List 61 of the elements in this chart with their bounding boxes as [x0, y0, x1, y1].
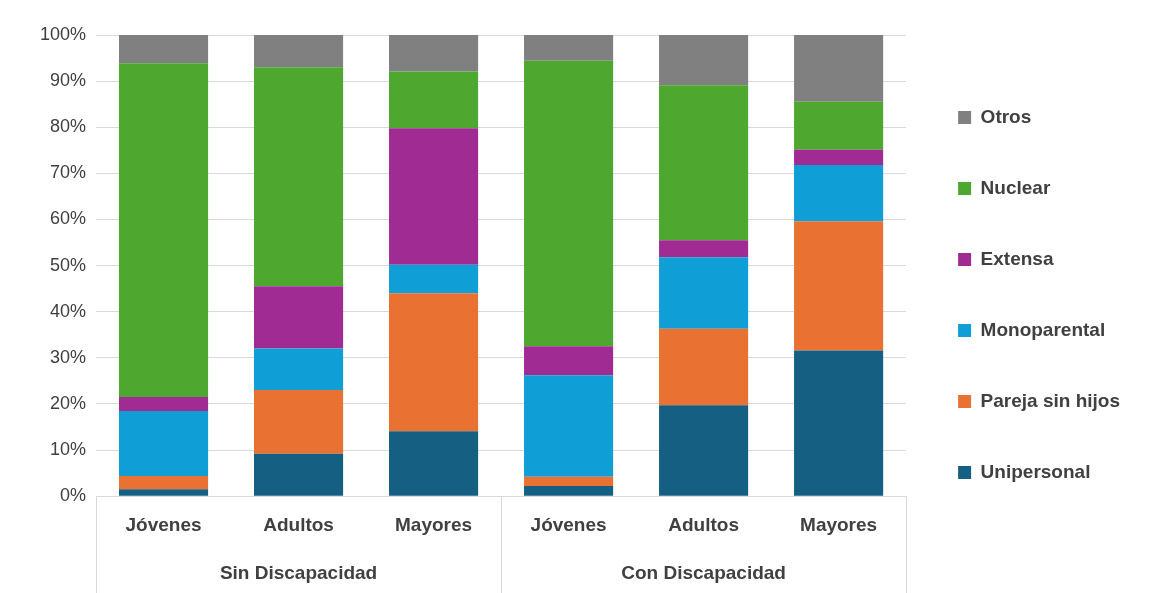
bar	[659, 328, 749, 406]
y-tick-label: 40%	[50, 300, 87, 321]
bar	[118, 475, 209, 490]
bar	[794, 101, 884, 150]
bar	[794, 149, 884, 166]
bar	[118, 35, 209, 64]
y-tick-label: 70%	[50, 162, 87, 183]
legend-label: Otros	[980, 105, 1032, 127]
bar	[524, 35, 614, 61]
y-tick-label: 10%	[50, 439, 87, 460]
bar	[524, 486, 614, 496]
text: Sin Discapacidad	[219, 562, 378, 584]
bar	[389, 35, 479, 72]
bar	[659, 405, 749, 496]
bar	[659, 35, 749, 86]
legend-label: Unipersonal	[980, 460, 1091, 482]
bar	[794, 35, 884, 102]
bar	[794, 350, 884, 496]
legend-label: Nuclear	[980, 176, 1051, 198]
y-tick-label: 30%	[50, 346, 87, 367]
bar	[659, 257, 749, 329]
legend-label: Extensa	[980, 247, 1054, 269]
bar	[254, 286, 344, 349]
bar	[254, 390, 344, 454]
bar	[118, 410, 209, 476]
legend-label: Monoparental	[980, 318, 1106, 340]
y-tick-label: 90%	[50, 70, 87, 91]
bar	[659, 85, 749, 241]
bar	[794, 221, 884, 351]
bar	[118, 397, 209, 411]
x-tick-label: Jóvenes	[530, 513, 607, 535]
bar	[524, 476, 614, 487]
bar	[389, 293, 479, 432]
x-tick-label: Jóvenes	[125, 513, 202, 535]
x-tick-label: Mayores	[800, 513, 878, 535]
legend-label: Pareja sin hijos	[980, 389, 1121, 411]
bar	[389, 128, 479, 265]
y-tick-label: 20%	[50, 392, 87, 413]
y-tick-label: 50%	[50, 254, 87, 275]
bar	[118, 489, 209, 496]
y-tick-label: 60%	[50, 208, 87, 229]
x-tick-label: Mayores	[395, 513, 473, 535]
bar	[254, 453, 344, 496]
bar	[794, 165, 884, 222]
bar	[524, 346, 614, 376]
bar	[524, 375, 614, 477]
x-tick-label: Adultos	[668, 513, 739, 535]
bar	[389, 431, 479, 496]
bar	[659, 240, 749, 258]
y-tick-label: 80%	[50, 116, 87, 137]
bar	[254, 35, 344, 68]
bar	[389, 264, 479, 294]
x-tick-label: Adultos	[263, 513, 334, 535]
y-tick-label: 0%	[60, 485, 87, 506]
bar	[254, 67, 344, 287]
bar	[254, 348, 344, 391]
bar	[118, 63, 209, 398]
bar	[389, 71, 479, 129]
text: Con Discapacidad	[621, 562, 786, 584]
y-tick-label: 100%	[39, 23, 87, 44]
bar	[524, 60, 614, 347]
